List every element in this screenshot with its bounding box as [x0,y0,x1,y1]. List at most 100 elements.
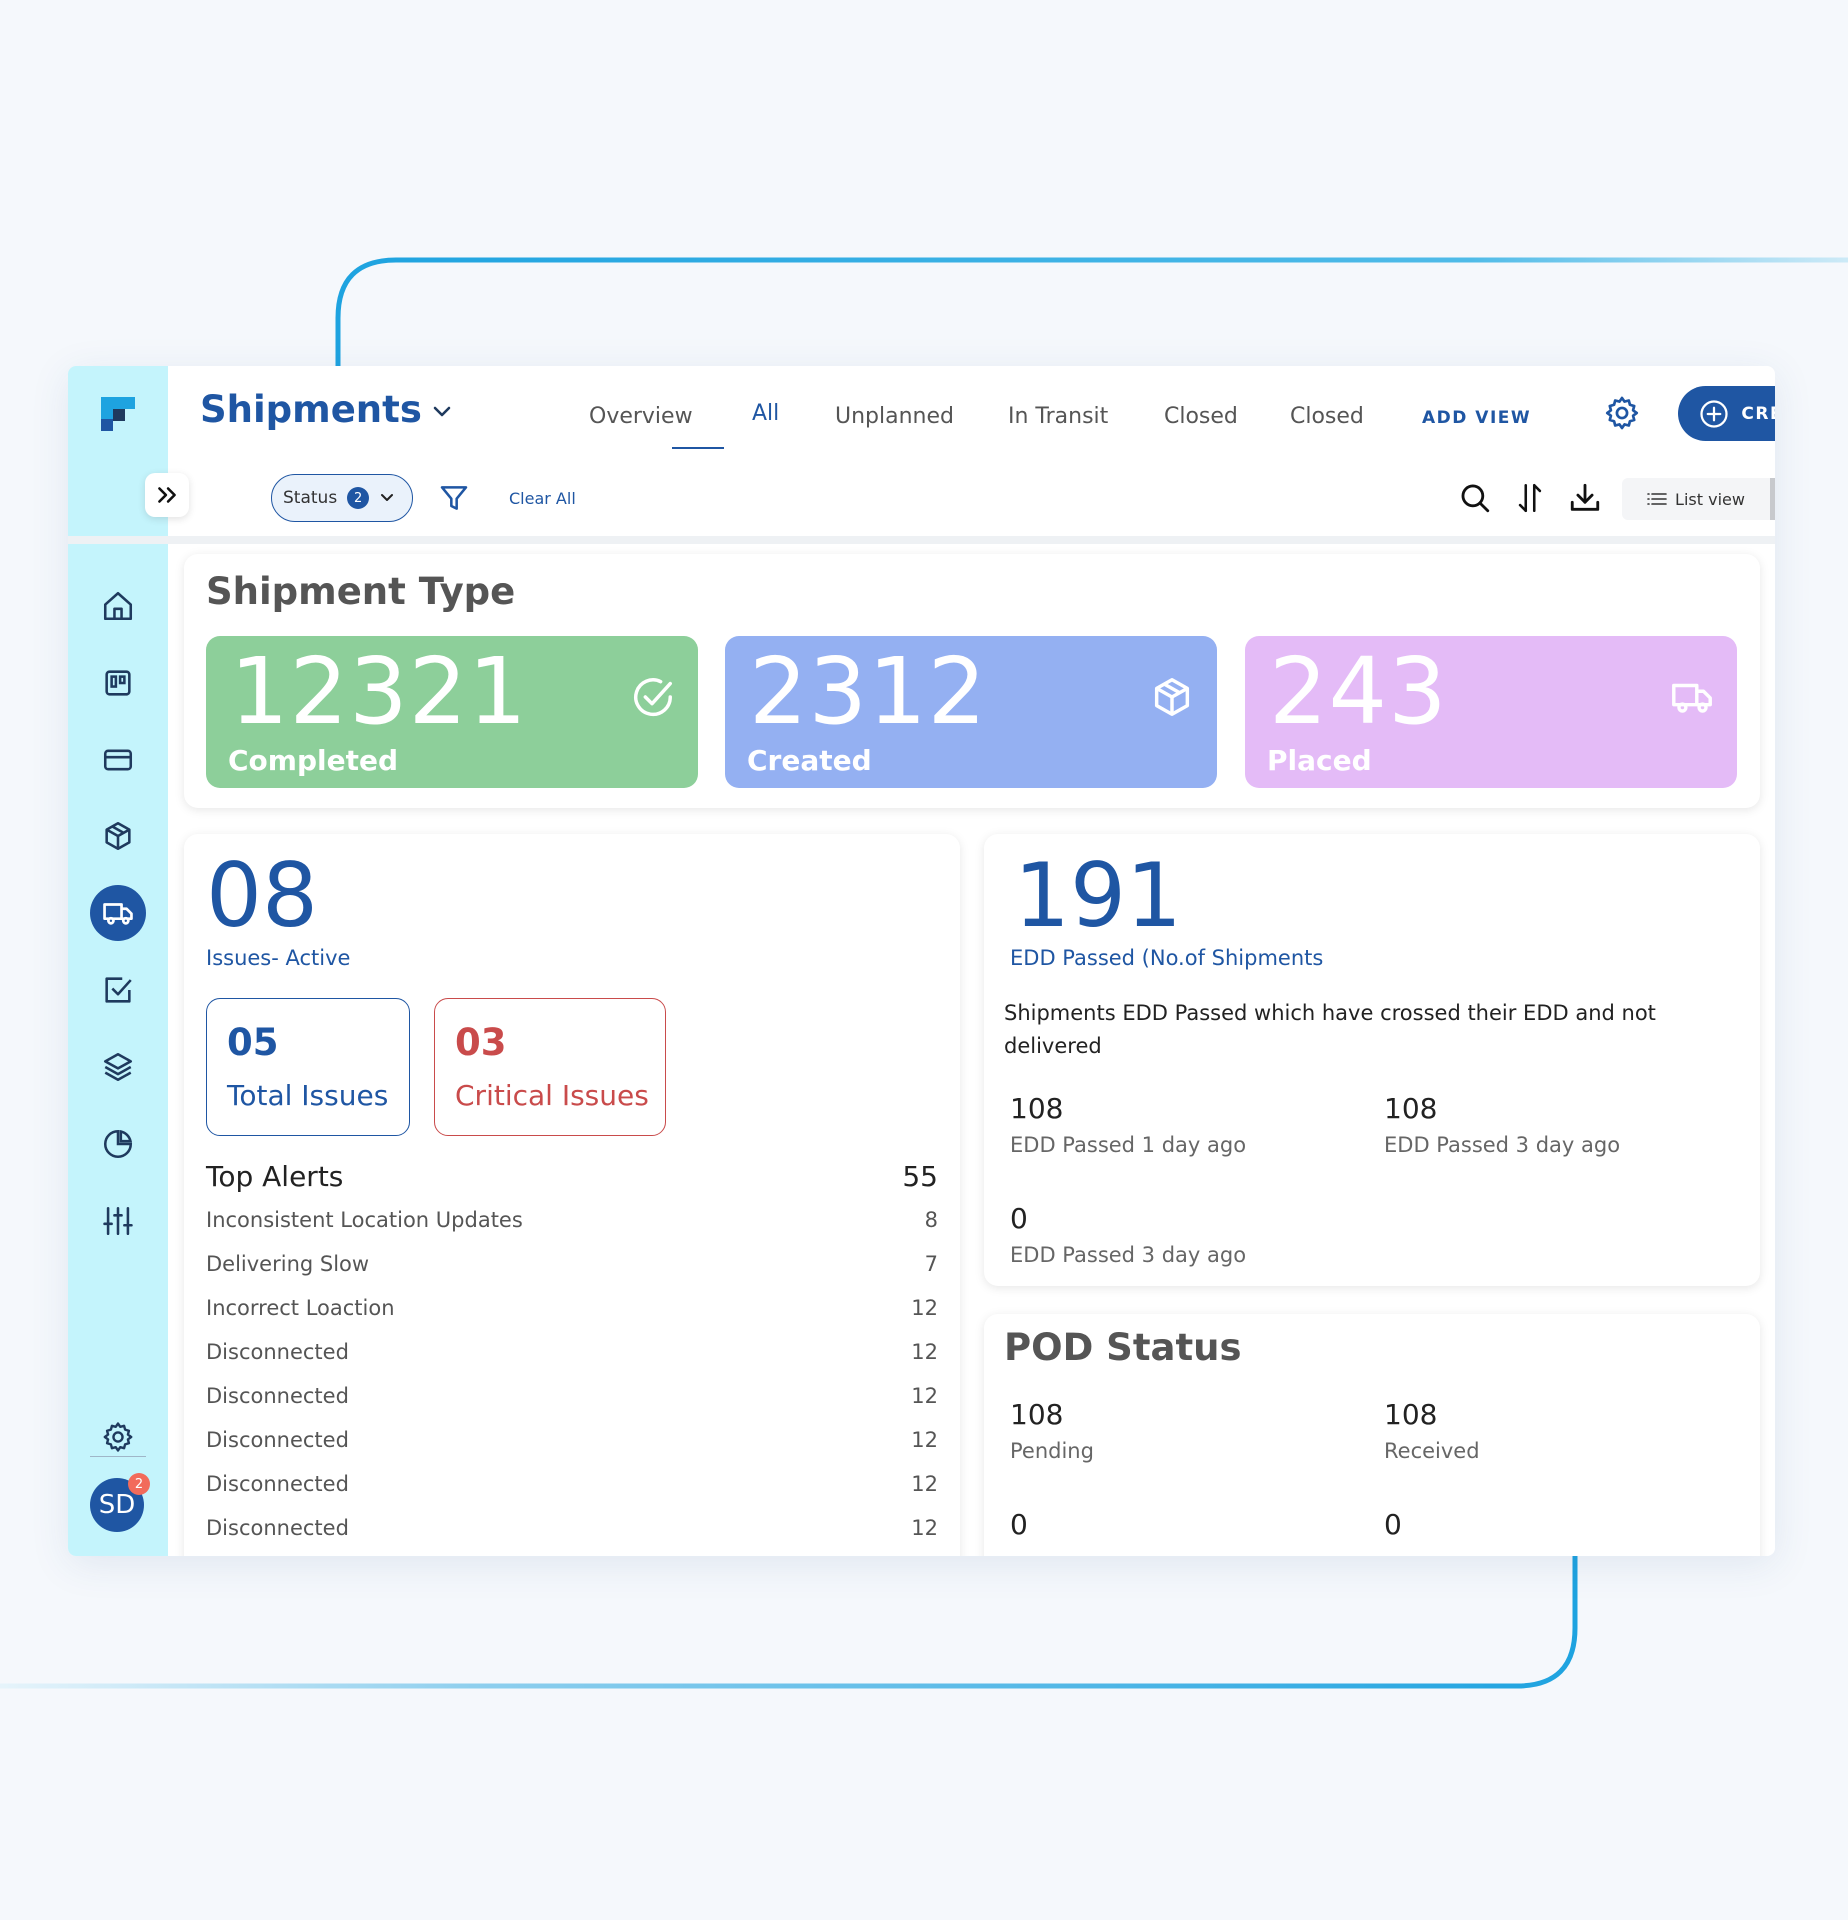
alert-name: Disconnected [206,1516,349,1540]
metric-label: Pending [1010,1439,1094,1463]
critical-issues-label: Critical Issues [455,1079,649,1112]
alert-row[interactable]: Incorrect Loaction 12 [206,1296,938,1320]
alert-name: Delivering Slow [206,1252,370,1276]
top-bar-separator [68,536,1775,544]
alert-row[interactable]: Delivering Slow 7 [206,1252,938,1276]
alert-name: Disconnected [206,1384,349,1408]
alert-count: 12 [911,1516,938,1540]
issues-card: 08 Issues- Active 05 Total Issues 03 Cri… [184,834,960,1556]
top-alerts-header: Top Alerts 55 [206,1160,938,1193]
nav-package-icon[interactable] [90,808,146,864]
alert-row[interactable]: Inconsistent Location Updates 8 [206,1208,938,1232]
notification-badge: 2 [128,1473,150,1495]
metric-value: 108 [1010,1092,1064,1125]
plus-circle-icon [1700,399,1728,428]
nav-analytics-pie-icon[interactable] [90,1116,146,1172]
top-alerts-label: Top Alerts [206,1160,344,1193]
edd-passed-card: 191 EDD Passed (No.of Shipments Shipment… [984,834,1760,1286]
avatar-initials: SD [98,1490,136,1520]
edd-passed-label: EDD Passed (No.of Shipments [1010,946,1324,970]
stat-label-created: Created [747,744,872,777]
alert-row[interactable]: Disconnected 12 [206,1472,938,1496]
create-button[interactable]: CREATE [1678,386,1775,441]
metric-value: 108 [1384,1398,1438,1431]
nav-tasks-icon[interactable] [90,962,146,1018]
list-view-button[interactable]: List view [1622,478,1770,520]
status-filter-count: 2 [347,487,370,509]
double-chevron-right-icon [158,487,176,503]
alert-count: 8 [924,1208,938,1232]
metric-label: EDD Passed 3 day ago [1384,1133,1621,1157]
shipment-type-card: Shipment Type 12321 Completed 2312 Creat… [184,554,1760,808]
total-issues-box[interactable]: 05 Total Issues [206,998,410,1136]
critical-issues-box[interactable]: 03 Critical Issues [434,998,666,1136]
package-icon [1154,678,1190,716]
page-title: Shipments [200,388,422,431]
alert-name: Disconnected [206,1428,349,1452]
stat-tile-completed[interactable]: 12321 Completed [206,636,698,788]
nav-layers-icon[interactable] [90,1039,146,1095]
tab-overview[interactable]: Overview [589,404,693,429]
nav-sliders-icon[interactable] [90,1193,146,1249]
list-icon [1647,493,1667,505]
edd-passed-count: 191 [1014,844,1182,947]
pod-metric: 0 [1010,1508,1028,1541]
nav-card-icon[interactable] [90,732,146,788]
sidebar: SD 2 [68,366,168,1556]
shipment-type-title: Shipment Type [206,570,516,613]
tab-closed-2[interactable]: Closed [1290,404,1364,429]
create-label: CREATE [1741,403,1775,424]
edd-description: Shipments EDD Passed which have crossed … [1004,1001,1656,1058]
title-chevron-down-icon[interactable] [430,402,454,422]
tab-unplanned[interactable]: Unplanned [835,404,954,429]
filter-funnel-icon[interactable] [437,482,471,514]
alert-name: Inconsistent Location Updates [206,1208,523,1232]
pod-status-title: POD Status [1004,1326,1242,1369]
metric-value: 108 [1010,1398,1064,1431]
alert-row[interactable]: Disconnected 12 [206,1340,938,1364]
metric-label: EDD Passed 1 day ago [1010,1133,1247,1157]
alert-row[interactable]: Disconnected 12 [206,1428,938,1452]
view-dropdown-button[interactable] [1770,478,1775,520]
alert-name: Incorrect Loaction [206,1296,395,1320]
tab-closed[interactable]: Closed [1164,404,1238,429]
clear-all-link[interactable]: Clear All [509,489,576,508]
critical-issues-count: 03 [455,1021,507,1064]
brand-logo [101,397,135,431]
pod-metric: 108 Received [1384,1398,1480,1463]
nav-settings-gear-icon[interactable] [90,1409,146,1465]
edd-metric: 108 EDD Passed 1 day ago [1010,1092,1246,1157]
alert-count: 12 [911,1428,938,1452]
issues-active-label: Issues- Active [206,946,351,970]
download-icon[interactable] [1568,481,1602,515]
truck-icon [1672,683,1712,713]
view-settings-gear-icon[interactable] [1603,394,1641,432]
alert-row[interactable]: Disconnected 12 [206,1384,938,1408]
total-issues-count: 05 [227,1021,279,1064]
expand-sidebar-button[interactable] [145,473,189,517]
alert-count: 12 [911,1472,938,1496]
stat-value-created: 2312 [749,638,988,745]
stat-label-completed: Completed [228,744,399,777]
add-view-button[interactable]: ADD VIEW [1422,408,1532,428]
search-icon[interactable] [1458,481,1492,515]
pod-status-card: POD Status 108 Pending 108 Received 0 0 [984,1314,1760,1556]
nav-home-icon[interactable] [90,578,146,634]
tab-all[interactable]: All [752,401,780,426]
status-filter-pill[interactable]: Status 2 [271,474,413,522]
pod-metric: 108 Pending [1010,1398,1094,1463]
alert-count: 7 [924,1252,938,1276]
metric-value: 108 [1384,1092,1438,1125]
stat-tile-placed[interactable]: 243 Placed [1245,636,1737,788]
tab-in-transit[interactable]: In Transit [1008,404,1109,429]
alert-name: Disconnected [206,1472,349,1496]
status-filter-label: Status [283,488,338,508]
nav-shipments-truck-icon[interactable] [90,885,146,941]
sort-icon[interactable] [1513,481,1547,515]
alert-name: Disconnected [206,1340,349,1364]
total-issues-label: Total Issues [227,1079,389,1112]
stat-tile-created[interactable]: 2312 Created [725,636,1217,788]
check-circle-icon [634,678,672,717]
alert-row[interactable]: Disconnected 12 [206,1516,938,1540]
nav-board-icon[interactable] [90,655,146,711]
